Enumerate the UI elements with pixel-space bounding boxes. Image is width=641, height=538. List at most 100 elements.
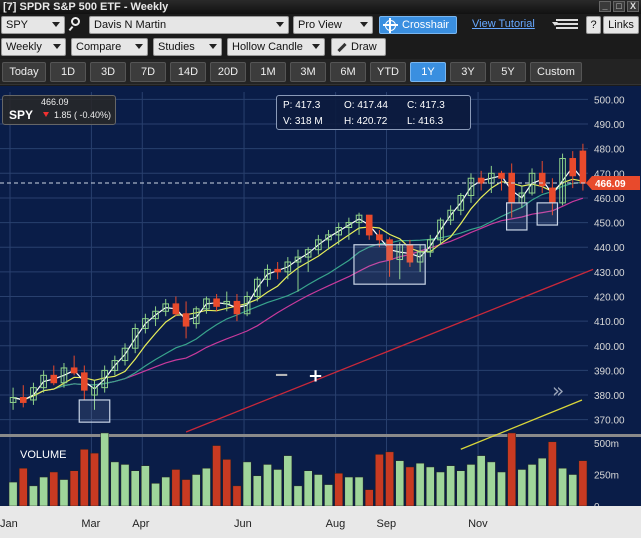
moving-average-long xyxy=(460,399,583,450)
window-titlebar: [7] SPDR S&P 500 ETF - Weekly _ □ X xyxy=(0,0,641,14)
price-tick-label: 410.00 xyxy=(594,317,625,328)
timeframe-custom-button[interactable]: Custom xyxy=(530,62,582,82)
price-tick-label: 450.00 xyxy=(594,219,625,230)
view-value: Pro View xyxy=(298,19,342,31)
price-chart[interactable]: 370.00 380.00 390.00 400.00 410.00 420.00 430.… xyxy=(0,86,641,538)
symbol-select[interactable]: SPY xyxy=(1,16,65,34)
candle xyxy=(162,303,170,312)
volume-bar xyxy=(191,474,201,507)
scroll-right-icon[interactable]: » xyxy=(552,379,564,403)
pencil-icon xyxy=(337,42,347,53)
candle xyxy=(30,387,37,401)
volume-bar xyxy=(39,476,48,507)
compare-dropdown[interactable]: Compare xyxy=(71,38,148,56)
time-tick-label: Mar xyxy=(81,518,100,530)
window-title: [7] SPDR S&P 500 ETF - Weekly xyxy=(3,1,169,13)
candle xyxy=(101,369,108,389)
candle xyxy=(579,150,587,184)
toolbar-symbol-row: SPY Davis N Martin Pro View Crosshair Vi… xyxy=(0,14,641,36)
price-tick-label: 500.00 xyxy=(594,95,625,106)
candle xyxy=(50,374,58,384)
symbol-quote-box: 466.09 SPY 1.85 ( -0.40%) xyxy=(2,95,116,125)
last-price-label: 466.09 xyxy=(595,179,626,190)
volume-bar xyxy=(130,470,140,507)
volume-bar xyxy=(263,464,272,507)
volume-bar xyxy=(497,471,506,507)
volume-bar xyxy=(151,483,160,507)
chevron-down-icon xyxy=(312,44,320,49)
timeframe-7d-button[interactable]: 7D xyxy=(130,62,166,82)
time-tick-label: Apr xyxy=(132,518,149,530)
candle xyxy=(477,177,485,184)
volume-bar xyxy=(232,485,242,507)
volume-bar xyxy=(212,445,221,507)
candle xyxy=(315,239,322,251)
timeframe-3m-button[interactable]: 3M xyxy=(290,62,326,82)
volume-bar xyxy=(415,462,425,507)
timeframe-1d-button[interactable]: 1D xyxy=(50,62,86,82)
timeframe-ytd-button[interactable]: YTD xyxy=(370,62,406,82)
volume-bar xyxy=(446,465,455,507)
draw-button[interactable]: Draw xyxy=(331,38,386,56)
timeframe-20d-button[interactable]: 20D xyxy=(210,62,246,82)
studies-label: Studies xyxy=(158,41,195,53)
candle xyxy=(223,300,231,305)
view-select[interactable]: Pro View xyxy=(293,16,373,34)
highlight-box xyxy=(536,202,559,226)
volume-bar xyxy=(385,451,394,507)
minimize-button[interactable]: _ xyxy=(599,1,611,12)
candle xyxy=(254,278,261,297)
volume-bar xyxy=(405,466,415,507)
volume-bar xyxy=(161,476,171,507)
candle xyxy=(355,214,363,224)
ohlc-l: L: 416.3 xyxy=(407,116,444,127)
crosshair-button[interactable]: Crosshair xyxy=(379,16,457,34)
menu-icon[interactable] xyxy=(552,19,578,31)
volume-bar xyxy=(507,432,517,507)
studies-dropdown[interactable]: Studies xyxy=(153,38,222,56)
volume-bar xyxy=(527,464,537,507)
ohlc-o: O: 417.44 xyxy=(344,100,388,111)
ohlc-p: P: 417.3 xyxy=(283,100,321,111)
timeframe-today-button[interactable]: Today xyxy=(2,62,46,82)
volume-bar xyxy=(59,479,69,507)
volume-bar xyxy=(222,459,232,507)
zoom-in-button[interactable]: + xyxy=(308,365,323,386)
volume-bar xyxy=(324,484,333,507)
chevron-down-icon xyxy=(276,22,284,27)
view-tutorial-link[interactable]: View Tutorial xyxy=(472,18,535,30)
chevron-down-icon xyxy=(52,22,60,27)
volume-bar xyxy=(334,473,344,507)
candle xyxy=(447,209,454,221)
maximize-button[interactable]: □ xyxy=(613,1,625,12)
volume-bar xyxy=(18,467,28,507)
candle xyxy=(538,172,546,187)
volume-tick-label: 500m xyxy=(594,439,619,450)
search-icon[interactable] xyxy=(68,17,84,32)
period-select[interactable]: Weekly xyxy=(1,38,66,56)
candle xyxy=(416,251,424,263)
price-tick-label: 430.00 xyxy=(594,268,625,279)
volume-bar xyxy=(79,449,89,507)
timeframe-14d-button[interactable]: 14D xyxy=(170,62,206,82)
volume-bar xyxy=(29,485,38,507)
volume-bar xyxy=(558,467,567,507)
volume-separator xyxy=(0,434,641,437)
candle xyxy=(243,295,251,315)
timeframe-6m-button[interactable]: 6M xyxy=(330,62,366,82)
close-button[interactable]: X xyxy=(627,1,639,12)
links-button[interactable]: Links xyxy=(603,16,639,34)
chart-type-select[interactable]: Hollow Candle xyxy=(227,38,325,56)
timeframe-1m-button[interactable]: 1M xyxy=(250,62,286,82)
timeframe-5y-button[interactable]: 5Y xyxy=(490,62,526,82)
period-value: Weekly xyxy=(6,41,42,53)
timeframe-3y-button[interactable]: 3Y xyxy=(450,62,486,82)
volume-bar xyxy=(578,460,588,507)
account-select[interactable]: Davis N Martin xyxy=(89,16,289,34)
help-button[interactable]: ? xyxy=(586,16,601,34)
volume-bar xyxy=(354,476,364,507)
zoom-out-button[interactable]: − xyxy=(274,364,289,385)
timeframe-1y-button[interactable]: 1Y xyxy=(410,62,446,82)
crosshair-label: Crosshair xyxy=(402,19,450,31)
timeframe-3d-button[interactable]: 3D xyxy=(90,62,126,82)
